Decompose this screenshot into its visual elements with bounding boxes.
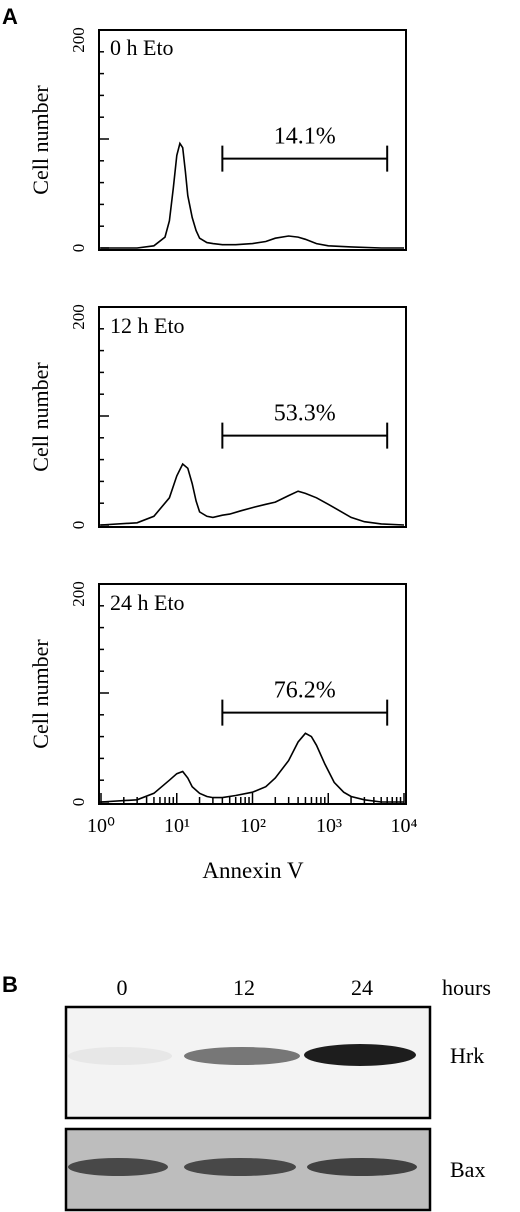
histogram-line: [101, 141, 404, 249]
y-tick-label-top: 200: [69, 581, 88, 607]
y-axis-minor-ticks: [99, 29, 109, 249]
bax-band-lane-12: [184, 1158, 296, 1176]
gate-bar: 53.3%: [221, 401, 389, 449]
x-tick-label: 10²: [240, 815, 266, 837]
y-axis-label: Cell number: [28, 639, 53, 749]
y-tick-label-bottom: 0: [69, 521, 88, 530]
x-axis-ticks: [100, 793, 405, 804]
y-axis-label: Cell number: [28, 362, 53, 472]
histogram-0h: 0 h Eto Cell number 200 0 14.1%: [28, 27, 407, 253]
gate-label: 53.3%: [274, 401, 336, 427]
lane-unit-label: hours: [442, 975, 491, 1000]
lane-label-12: 12: [233, 975, 255, 1000]
y-tick-label-bottom: 0: [69, 244, 88, 253]
histogram-24h: 24 h Eto Cell number 200 0 76.2% 10⁰ 10¹…: [28, 581, 418, 883]
y-tick-label-top: 200: [69, 27, 88, 53]
plot-title: 12 h Eto: [110, 313, 185, 338]
hrk-band-lane-12: [184, 1047, 300, 1065]
histogram-line: [100, 462, 405, 526]
lane-label-0: 0: [117, 975, 128, 1000]
gate-bar: 14.1%: [221, 124, 389, 172]
histogram-line: [100, 732, 404, 803]
gate-label: 14.1%: [274, 124, 336, 150]
histogram-12h: 12 h Eto Cell number 200 0 53.3%: [28, 304, 407, 530]
gate-bar: 76.2%: [221, 678, 389, 726]
plot-title: 24 h Eto: [110, 590, 185, 615]
gate-label: 76.2%: [274, 678, 336, 704]
y-axis-label: Cell number: [28, 85, 53, 195]
lane-label-24: 24: [351, 975, 373, 1000]
plot-frame: [98, 583, 407, 805]
bax-band-lane-24: [307, 1158, 417, 1176]
y-tick-label-bottom: 0: [69, 798, 88, 807]
hrk-label: Hrk: [450, 1043, 484, 1068]
western-blot-panel: B 0 12 24 hours Hrk Bax: [2, 972, 491, 1212]
plot-frame: [98, 29, 407, 251]
plot-frame: [98, 306, 407, 528]
panel-a-letter: A: [2, 4, 18, 29]
panel-b-letter: B: [2, 972, 18, 997]
bax-band-lane-0: [68, 1158, 168, 1176]
plot-title: 0 h Eto: [110, 35, 174, 60]
y-axis-minor-ticks: [99, 306, 109, 526]
y-tick-label-top: 200: [69, 304, 88, 330]
y-axis-minor-ticks: [99, 583, 109, 803]
x-axis-label: Annexin V: [202, 858, 304, 883]
x-tick-label: 10⁰: [87, 815, 115, 837]
x-tick-label: 10⁴: [391, 815, 418, 837]
x-tick-label: 10³: [316, 815, 342, 837]
bax-label: Bax: [450, 1157, 485, 1182]
hrk-band-lane-24: [304, 1044, 416, 1066]
x-tick-label: 10¹: [164, 815, 190, 837]
x-tick-labels: 10⁰ 10¹ 10² 10³ 10⁴: [87, 815, 418, 837]
hrk-band-lane-0: [68, 1047, 172, 1065]
